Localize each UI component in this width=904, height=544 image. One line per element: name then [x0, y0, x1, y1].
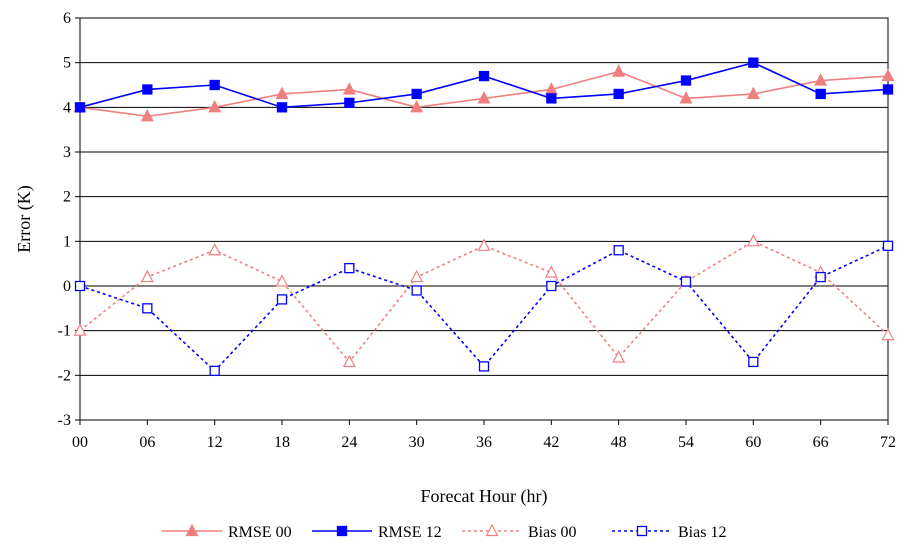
y-tick-label: 3 [63, 144, 71, 161]
legend-marker [485, 523, 499, 537]
data-point [275, 86, 289, 100]
data-point [814, 73, 828, 86]
series-rmse-12 [74, 57, 894, 113]
data-point [746, 234, 760, 247]
x-tick-label: 66 [813, 434, 829, 451]
data-point [612, 350, 626, 363]
data-point [477, 238, 491, 251]
x-tick-label: 48 [611, 434, 627, 451]
data-point [544, 265, 558, 278]
legend: RMSE 00 RMSE 12 Bias 00 Bias 12 [162, 523, 726, 541]
data-point [275, 274, 289, 287]
data-point [679, 91, 693, 104]
data-point [477, 91, 491, 104]
data-point [142, 303, 153, 314]
data-point [140, 108, 154, 122]
data-point [344, 97, 355, 109]
data-point [411, 88, 422, 100]
data-point [748, 356, 759, 368]
data-point [546, 93, 557, 104]
y-tick-label: 6 [63, 10, 71, 27]
data-point [881, 327, 895, 341]
legend-item: Bias 00 [462, 523, 576, 541]
data-point [209, 79, 220, 91]
legend-marker [336, 525, 348, 537]
data-point [74, 280, 86, 292]
data-point [276, 294, 288, 305]
series-bias-00 [73, 234, 895, 368]
x-tick-label: 54 [678, 434, 694, 451]
data-point [276, 102, 288, 113]
y-tick-label: -3 [58, 412, 71, 429]
data-point [142, 84, 153, 95]
legend-marker [636, 525, 648, 537]
data-point [748, 57, 759, 68]
x-tick-label: 06 [139, 434, 155, 451]
legend-item: RMSE 00 [162, 523, 292, 541]
legend-item: Bias 12 [612, 524, 726, 541]
data-point [478, 70, 490, 82]
data-point [546, 280, 557, 292]
data-point [342, 354, 356, 368]
x-tick-label: 60 [745, 434, 761, 451]
data-point [344, 262, 355, 274]
data-point [612, 64, 626, 77]
data-point [680, 75, 692, 86]
data-point [613, 88, 624, 100]
data-point [613, 245, 624, 256]
data-point [410, 100, 424, 113]
data-point [882, 240, 894, 251]
data-point [140, 269, 154, 283]
data-point [746, 86, 760, 100]
legend-label: Bias 00 [528, 524, 576, 541]
x-tick-label: 00 [72, 434, 88, 451]
data-point [74, 102, 86, 113]
x-tick-label: 24 [341, 434, 357, 451]
legend-marker [185, 523, 199, 537]
data-point [410, 269, 424, 283]
y-tick-label: 2 [63, 189, 71, 206]
data-point [342, 82, 356, 95]
y-tick-label: 5 [63, 55, 71, 72]
y-axis-title: Error (K) [14, 185, 35, 252]
data-point [882, 84, 894, 95]
legend-label: RMSE 12 [378, 524, 442, 541]
data-point [478, 361, 490, 372]
legend-item: RMSE 12 [312, 524, 442, 541]
x-tick-label: 36 [476, 434, 492, 451]
y-tick-label: -1 [58, 323, 71, 340]
y-tick-label: -2 [58, 367, 71, 384]
data-point [208, 100, 222, 113]
data-point [411, 285, 422, 296]
data-point [815, 271, 826, 283]
legend-label: RMSE 00 [228, 524, 292, 541]
data-point [881, 68, 895, 82]
data-point [208, 242, 222, 256]
data-point [209, 365, 220, 377]
series-line [79, 245, 889, 372]
x-axis-title: Forecat Hour (hr) [421, 486, 548, 507]
data-point [680, 276, 692, 287]
x-tick-label: 42 [543, 434, 559, 451]
series-bias-12 [74, 240, 894, 377]
data-point [815, 88, 826, 100]
data-point [73, 323, 87, 336]
legend-label: Bias 12 [678, 524, 726, 541]
y-tick-label: 4 [63, 99, 71, 116]
x-tick-label: 72 [880, 434, 896, 451]
x-tick-label: 12 [207, 434, 223, 451]
x-tick-label: 30 [409, 434, 425, 451]
series-rmse-00 [73, 64, 895, 122]
x-tick-label: 18 [274, 434, 290, 451]
y-tick-label: 1 [63, 233, 71, 250]
series-layer [73, 57, 895, 377]
y-tick-label: 0 [63, 278, 71, 295]
